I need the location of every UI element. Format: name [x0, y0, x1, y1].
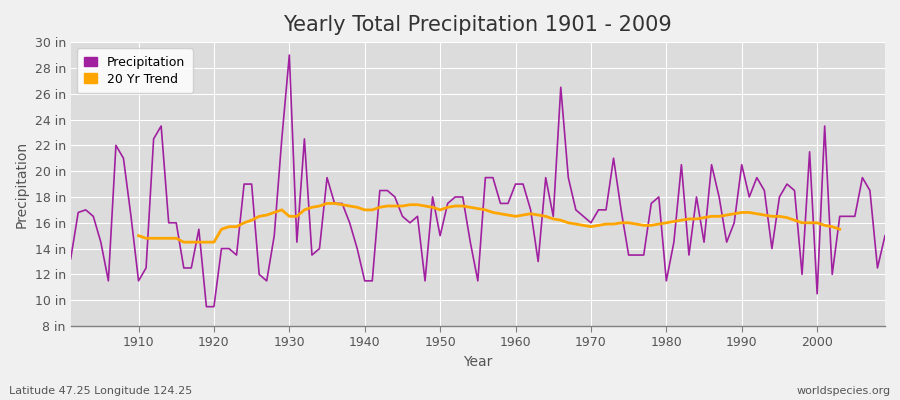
20 Yr Trend — [321, 201, 332, 206]
20 Yr Trend — [178, 240, 189, 244]
Title: Yearly Total Precipitation 1901 - 2009: Yearly Total Precipitation 1901 - 2009 — [284, 15, 672, 35]
20 Yr Trend — [676, 218, 687, 223]
20 Yr Trend — [834, 227, 845, 232]
20 Yr Trend — [442, 205, 453, 210]
Text: worldspecies.org: worldspecies.org — [796, 386, 891, 396]
Line: Precipitation: Precipitation — [71, 55, 885, 307]
Precipitation — [284, 53, 294, 58]
Precipitation — [526, 208, 536, 212]
Precipitation — [352, 246, 363, 251]
20 Yr Trend — [133, 233, 144, 238]
Text: Latitude 47.25 Longitude 124.25: Latitude 47.25 Longitude 124.25 — [9, 386, 193, 396]
Y-axis label: Precipitation: Precipitation — [15, 140, 29, 228]
20 Yr Trend — [329, 201, 340, 206]
20 Yr Trend — [261, 213, 272, 218]
20 Yr Trend — [419, 204, 430, 208]
Precipitation — [879, 233, 890, 238]
Precipitation — [518, 182, 528, 186]
20 Yr Trend — [571, 222, 581, 226]
Precipitation — [307, 253, 318, 258]
Precipitation — [126, 214, 137, 219]
X-axis label: Year: Year — [464, 355, 492, 369]
Precipitation — [616, 208, 626, 212]
Legend: Precipitation, 20 Yr Trend: Precipitation, 20 Yr Trend — [76, 48, 193, 93]
Precipitation — [66, 256, 77, 261]
Precipitation — [201, 304, 212, 309]
Line: 20 Yr Trend: 20 Yr Trend — [139, 204, 840, 242]
